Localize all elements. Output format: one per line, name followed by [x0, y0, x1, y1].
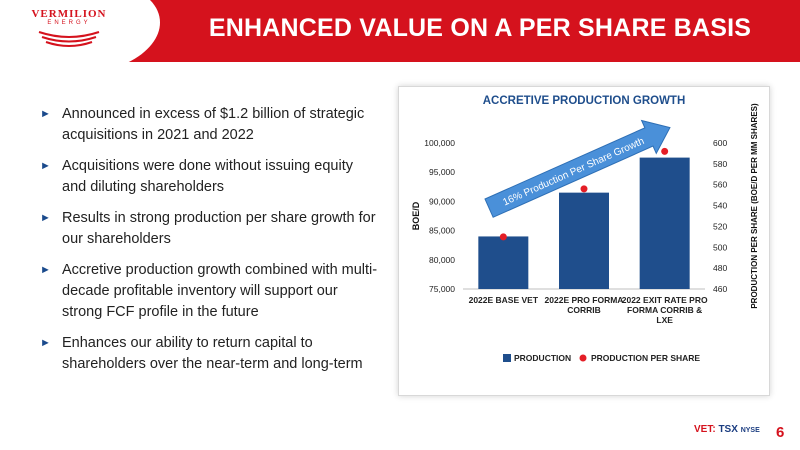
nyse-label: NYSE	[740, 427, 760, 434]
bullet-arrow-icon: ►	[40, 264, 51, 276]
x-category-label: 2022E BASE VET	[469, 295, 539, 305]
y-tick-label: 80,000	[429, 255, 455, 265]
bullet-text: Enhances our ability to return capital t…	[62, 335, 363, 372]
company-logo: VERMILION ENERGY	[14, 6, 124, 58]
y2-tick-label: 480	[713, 263, 727, 273]
legend-swatch-production	[503, 354, 511, 362]
y2-axis-label: PRODUCTION PER SHARE (BOE/D PER MM SHARE…	[750, 103, 759, 309]
logo-wave-icon	[38, 31, 100, 47]
per-share-marker	[580, 185, 588, 193]
y2-tick-label: 600	[713, 138, 727, 148]
bullet-text: Acquisitions were done without issuing e…	[62, 158, 353, 195]
page-title: ENHANCED VALUE ON A PER SHARE BASIS	[208, 14, 752, 42]
bullet-arrow-icon: ►	[40, 212, 51, 224]
production-bar	[478, 236, 529, 289]
y2-tick-label: 560	[713, 180, 727, 190]
y2-tick-label: 520	[713, 221, 727, 231]
production-bar	[639, 157, 690, 289]
bullet-item: ► Results in strong production per share …	[40, 208, 380, 250]
legend-swatch-per-share	[579, 354, 587, 362]
y2-tick-label: 540	[713, 201, 727, 211]
y2-tick-label: 460	[713, 284, 727, 294]
bullet-arrow-icon: ►	[40, 337, 51, 349]
growth-arrow-shape	[484, 119, 671, 218]
legend-label-per-share: PRODUCTION PER SHARE	[591, 353, 700, 363]
bullet-item: ► Accretive production growth combined wi…	[40, 260, 380, 323]
y-tick-label: 90,000	[429, 196, 455, 206]
x-category-label: 2022 EXIT RATE PRO FORMA CORRIB & LXE	[622, 295, 708, 325]
y-tick-label: 95,000	[429, 167, 455, 177]
tsx-label: TSX	[718, 424, 738, 435]
bullet-text: Results in strong production per share g…	[62, 210, 376, 247]
bullet-arrow-icon: ►	[40, 108, 51, 120]
bullet-text: Announced in excess of $1.2 billion of s…	[62, 106, 365, 143]
legend-label-production: PRODUCTION	[514, 353, 571, 363]
production-bar	[559, 192, 609, 289]
bullet-item: ► Acquisitions were done without issuing …	[40, 156, 380, 198]
y-tick-label: 75,000	[429, 284, 455, 294]
y2-tick-label: 500	[713, 242, 727, 252]
y-axis-label: BOE/D	[411, 201, 421, 230]
chart-panel: ACCRETIVE PRODUCTION GROWTH 75,000 80,000…	[398, 86, 770, 396]
exchange-listing: VET: TSX NYSE	[694, 424, 760, 435]
production-chart: 75,000 80,000 85,000 90,000 95,000 100,000 460…	[411, 103, 759, 363]
bullet-arrow-icon: ►	[40, 160, 51, 172]
bullet-item: ► Enhances our ability to return capital …	[40, 333, 380, 375]
y-tick-label: 100,000	[424, 138, 455, 148]
x-category-label: 2022E PRO FORMA CORRIB	[545, 295, 624, 315]
bullet-item: ► Announced in excess of $1.2 billion of …	[40, 104, 380, 146]
y-tick-label: 85,000	[429, 226, 455, 236]
per-share-marker	[661, 147, 669, 155]
chart-title: ACCRETIVE PRODUCTION GROWTH	[482, 95, 686, 107]
y2-tick-label: 580	[713, 159, 727, 169]
bullet-text: Accretive production growth combined wit…	[62, 262, 378, 320]
per-share-marker	[499, 233, 507, 241]
page-number: 6	[776, 424, 785, 441]
ticker-label: VET:	[694, 424, 716, 435]
logo-text: VERMILION	[31, 8, 107, 20]
header-logo-backdrop	[0, 0, 160, 66]
bullet-list: ► Announced in excess of $1.2 billion of …	[40, 104, 380, 385]
logo-subtext: ENERGY	[47, 20, 91, 26]
